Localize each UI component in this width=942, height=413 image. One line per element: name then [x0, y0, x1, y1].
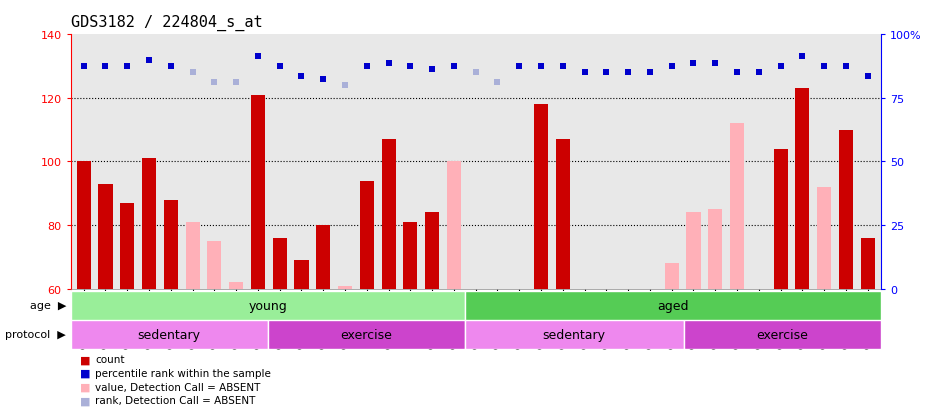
Bar	[577, 289, 592, 385]
Bar	[98, 184, 113, 289]
Bar	[317, 225, 331, 289]
Bar	[186, 223, 200, 289]
Text: exercise: exercise	[756, 328, 808, 341]
Text: sedentary: sedentary	[543, 328, 606, 341]
Bar	[752, 289, 766, 362]
Bar	[861, 238, 875, 289]
Bar	[207, 242, 221, 289]
Bar	[684, 320, 881, 349]
Text: ■: ■	[80, 354, 90, 364]
Bar	[556, 140, 570, 289]
Bar	[447, 162, 461, 289]
Bar	[71, 291, 464, 320]
Bar	[403, 223, 417, 289]
Bar	[491, 289, 505, 353]
Bar	[121, 203, 135, 289]
Bar	[621, 289, 635, 413]
Text: sedentary: sedentary	[138, 328, 201, 341]
Bar	[773, 150, 788, 289]
Text: count: count	[95, 354, 124, 364]
Bar	[425, 213, 439, 289]
Bar	[795, 89, 809, 289]
Bar	[642, 289, 657, 381]
Bar	[164, 200, 178, 289]
Text: GDS3182 / 224804_s_at: GDS3182 / 224804_s_at	[71, 15, 262, 31]
Bar	[71, 320, 268, 349]
Text: young: young	[249, 299, 287, 312]
Bar	[838, 131, 853, 289]
Bar	[251, 95, 265, 289]
Text: protocol  ▶: protocol ▶	[6, 330, 66, 339]
Text: ■: ■	[80, 395, 90, 405]
Bar	[229, 283, 243, 289]
Text: age  ▶: age ▶	[29, 301, 66, 311]
Bar	[76, 162, 90, 289]
Text: rank, Detection Call = ABSENT: rank, Detection Call = ABSENT	[95, 395, 255, 405]
Bar	[468, 289, 483, 391]
Bar	[708, 210, 723, 289]
Bar	[817, 188, 831, 289]
Text: ■: ■	[80, 368, 90, 378]
Bar	[464, 291, 881, 320]
Text: ■: ■	[80, 382, 90, 392]
Text: aged: aged	[657, 299, 689, 312]
Text: percentile rank within the sample: percentile rank within the sample	[95, 368, 271, 378]
Text: value, Detection Call = ABSENT: value, Detection Call = ABSENT	[95, 382, 261, 392]
Bar	[338, 286, 352, 289]
Bar	[687, 213, 701, 289]
Bar	[464, 320, 684, 349]
Bar	[360, 181, 374, 289]
Text: exercise: exercise	[340, 328, 392, 341]
Bar	[730, 124, 744, 289]
Bar	[534, 105, 548, 289]
Bar	[665, 264, 679, 289]
Bar	[142, 159, 156, 289]
Bar	[295, 261, 309, 289]
Bar	[268, 320, 464, 349]
Bar	[599, 289, 613, 362]
Bar	[382, 140, 396, 289]
Bar	[272, 238, 286, 289]
